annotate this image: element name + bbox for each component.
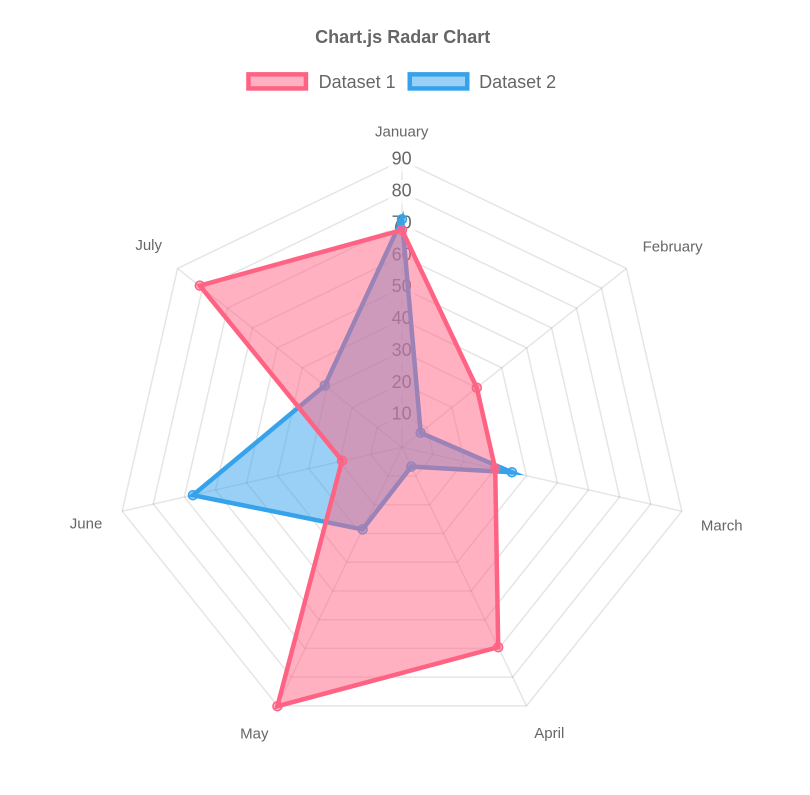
svg-text:February: February — [643, 239, 704, 256]
svg-text:90: 90 — [392, 149, 412, 169]
svg-text:May: May — [240, 726, 269, 743]
svg-text:Dataset 1: Dataset 1 — [319, 72, 396, 92]
svg-text:July: July — [135, 237, 162, 254]
svg-text:January: January — [375, 124, 429, 141]
svg-text:Chart.js Radar Chart: Chart.js Radar Chart — [315, 27, 490, 47]
svg-text:Dataset 2: Dataset 2 — [479, 72, 556, 92]
svg-text:80: 80 — [392, 181, 412, 201]
svg-text:April: April — [534, 725, 564, 742]
svg-text:June: June — [70, 516, 103, 533]
svg-text:March: March — [701, 518, 743, 535]
